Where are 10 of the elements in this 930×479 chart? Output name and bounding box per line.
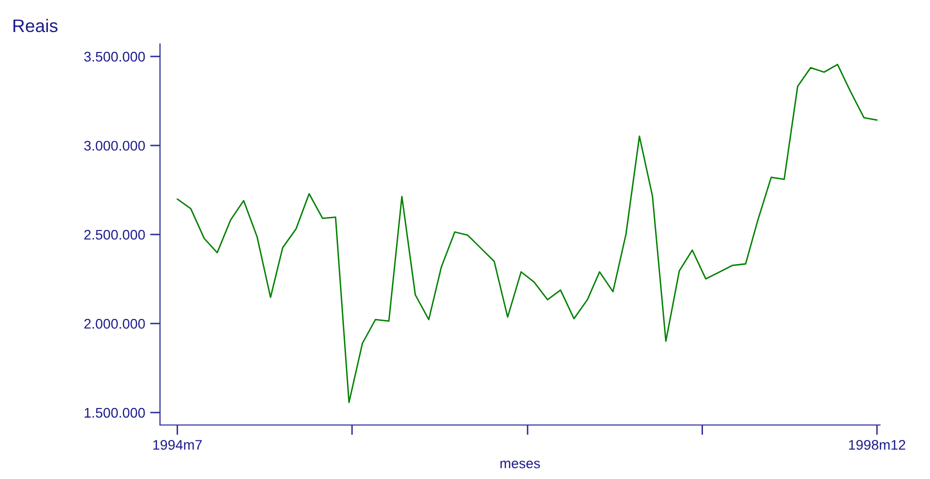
x-tick-label: 1994m7 (153, 440, 202, 450)
x-tick-label: 1998m12 (849, 440, 906, 450)
y-tick-label: 2.000.000 (84, 318, 145, 329)
x-axis-title: meses (500, 460, 540, 468)
line-series (176, 64, 878, 404)
y-tick-label: 3.000.000 (84, 140, 145, 151)
y-tick-label: 1.500.000 (84, 408, 145, 418)
y-tick-label: 2.500.000 (84, 230, 145, 240)
y-tick-label: 3.500.000 (84, 52, 145, 62)
y-axis-title: Reais (13, 18, 58, 32)
